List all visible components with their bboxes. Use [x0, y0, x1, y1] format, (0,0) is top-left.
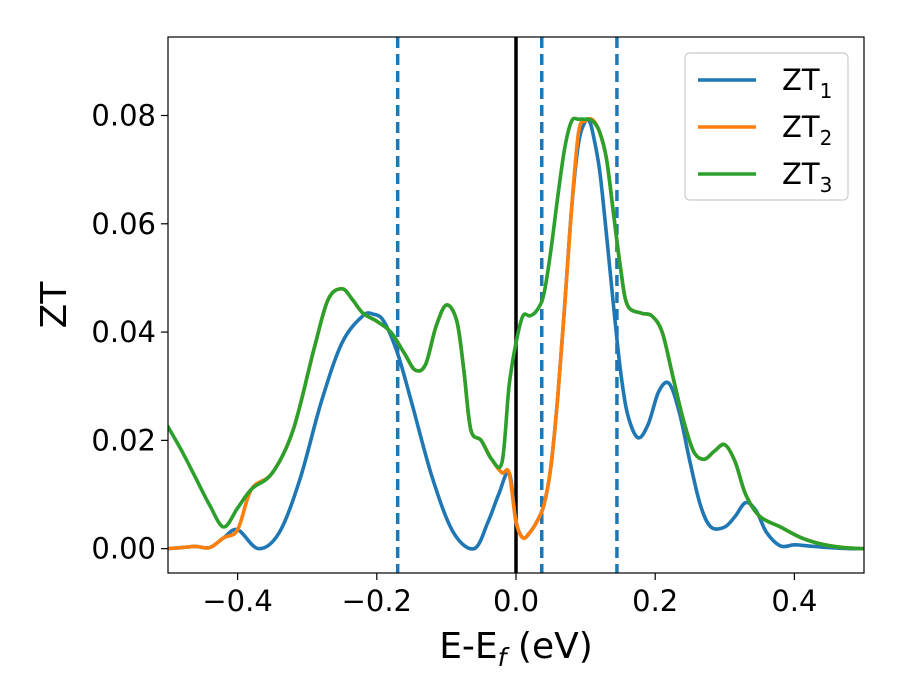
series-line-zt3 [168, 116, 864, 551]
y-axis: 0.00 0.02 0.04 0.06 0.08 [91, 99, 168, 566]
y-tick-label: 0.08 [91, 99, 156, 133]
x-axis-title-main: E-E [439, 626, 497, 667]
y-tick-label: 0.04 [91, 315, 156, 349]
x-tick-label: −0.2 [342, 584, 412, 618]
series-lines [168, 116, 864, 551]
reference-lines [395, 37, 619, 573]
x-tick-label: 0.4 [771, 584, 817, 618]
x-tick-label: 0.0 [493, 584, 539, 618]
x-tick-label: 0.2 [632, 584, 678, 618]
x-axis-title: E-Ef (eV) [439, 626, 593, 672]
x-tick-label: −0.4 [202, 584, 272, 618]
legend-label-zt1: ZT1 [782, 63, 832, 103]
legend-label-zt3: ZT3 [782, 157, 832, 197]
y-tick-label: 0.06 [91, 207, 156, 241]
x-axis: −0.4 −0.2 0.0 0.2 0.4 [202, 573, 817, 618]
legend-box [684, 52, 849, 201]
legend: ZT1 ZT2 ZT3 [684, 52, 849, 201]
legend-label-zt2: ZT2 [782, 110, 832, 150]
y-tick-label: 0.00 [91, 532, 156, 566]
y-tick-label: 0.02 [91, 423, 156, 457]
x-axis-title-unit: (eV) [506, 626, 592, 667]
y-axis-title: ZT [34, 281, 75, 329]
